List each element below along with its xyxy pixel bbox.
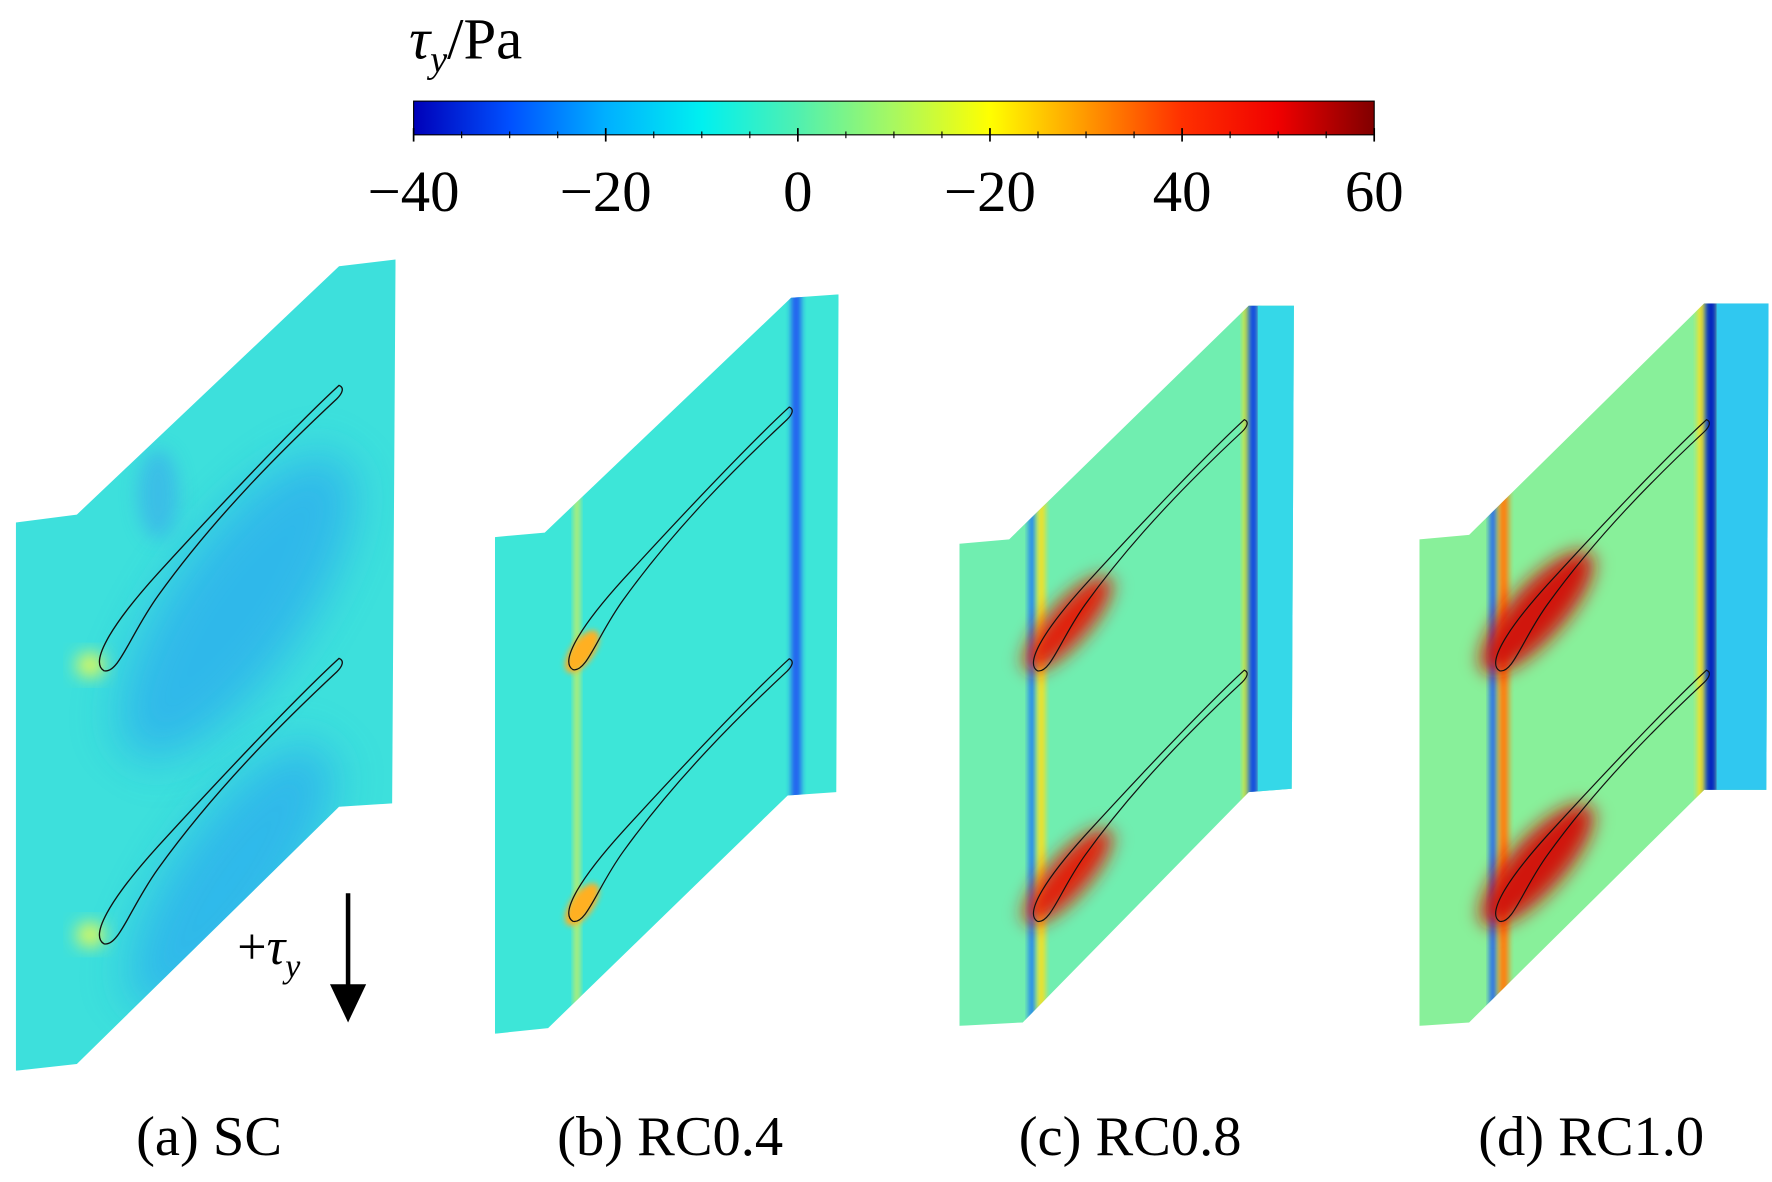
arrow-head [329, 984, 367, 1023]
tick-label: −40 [368, 159, 460, 224]
panel-label: (c) RC0.8 [1019, 1106, 1242, 1168]
annotation-symbol: τ [267, 919, 288, 976]
contour-panel-d [1419, 303, 1769, 1026]
panel-label: (a) SC [136, 1106, 282, 1168]
panel-label: (b) RC0.4 [557, 1106, 783, 1168]
tick-label: 40 [1153, 159, 1212, 224]
annotation-subscript: y [282, 949, 301, 986]
panel-labels: (a) SC (b) RC0.4 (c) RC0.8 (d) RC1.0 [136, 1106, 1704, 1168]
tick-label: −20 [560, 159, 652, 224]
direction-label: +τy [237, 919, 301, 985]
title-unit: /Pa [447, 7, 522, 72]
panel-label: (d) RC1.0 [1478, 1106, 1704, 1168]
colorbar-title: τy/Pa [409, 7, 522, 81]
tick-label: 60 [1345, 159, 1404, 224]
tick-label: −20 [944, 159, 1036, 224]
annotation-prefix: + [237, 919, 266, 976]
colorbar-fill [413, 100, 1375, 136]
contour-panel-c [959, 305, 1294, 1026]
title-subscript: y [426, 39, 448, 81]
colorbar: −40 −20 0 −20 40 60 [368, 100, 1404, 224]
tick-label: 0 [783, 159, 812, 224]
contour-panel-b [494, 294, 839, 1034]
title-symbol: τ [409, 7, 432, 72]
